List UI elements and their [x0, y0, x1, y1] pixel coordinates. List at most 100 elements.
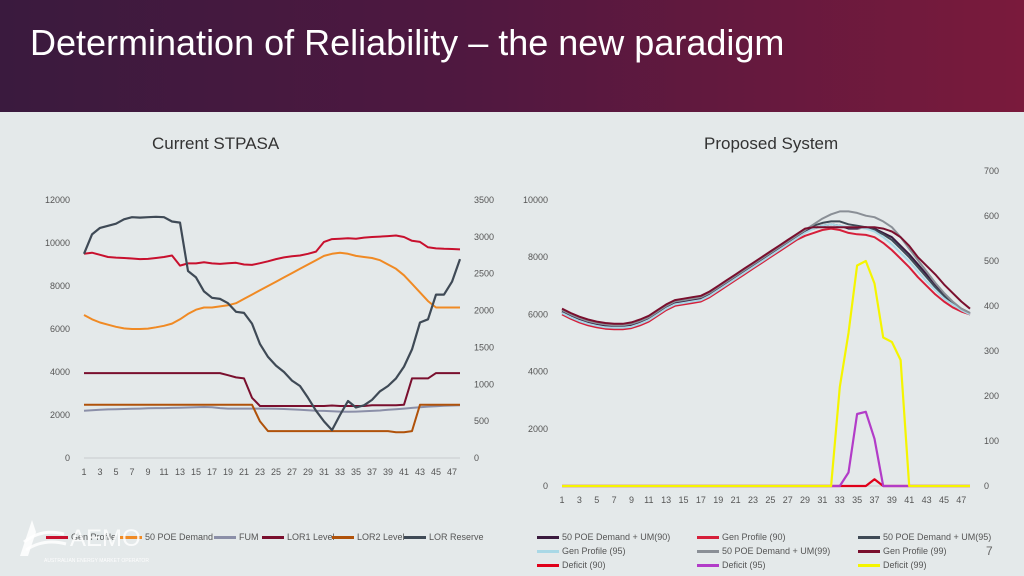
x-tick-label: 33 [335, 467, 345, 477]
legend-item: Gen Profile (90) [697, 532, 786, 542]
x-tick-label: 7 [612, 495, 617, 505]
y-left-tick-label: 4000 [528, 367, 548, 377]
y-right-tick-label: 600 [984, 211, 999, 221]
legend-item: LOR1 Level [262, 532, 335, 542]
x-tick-label: 33 [835, 495, 845, 505]
legend-item: 50 POE Demand + UM(99) [697, 546, 830, 556]
y-right-tick-label: 3500 [474, 195, 494, 205]
legend-swatch [537, 535, 559, 539]
x-tick-label: 21 [731, 495, 741, 505]
x-tick-label: 11 [159, 467, 168, 477]
legend-item: Gen Profile (95) [537, 546, 626, 556]
y-left-tick-label: 6000 [50, 324, 70, 334]
x-tick-label: 19 [223, 467, 233, 477]
x-tick-label: 1 [559, 495, 564, 505]
right-chart-title: Proposed System [704, 134, 839, 153]
x-tick-label: 45 [939, 495, 949, 505]
y-left-tick-label: 2000 [50, 410, 70, 420]
legend-swatch [858, 563, 880, 567]
series-line-lor1-level [84, 372, 460, 407]
left-chart: 0200040006000800010000120000500100015002… [45, 195, 494, 477]
legend-swatch [537, 549, 559, 553]
y-right-tick-label: 1500 [474, 342, 494, 352]
legend-item: LOR2 Level [332, 532, 405, 542]
y-left-tick-label: 0 [543, 481, 548, 491]
y-left-tick-label: 10000 [523, 195, 548, 205]
y-left-tick-label: 6000 [528, 309, 548, 319]
legend-swatch [332, 535, 354, 539]
y-right-tick-label: 300 [984, 346, 999, 356]
x-tick-label: 41 [904, 495, 914, 505]
y-right-tick-label: 200 [984, 391, 999, 401]
legend-label: Gen Profile (95) [562, 546, 626, 556]
series-line-lor-reserve [82, 215, 462, 432]
legend-label: LOR1 Level [287, 532, 335, 542]
x-tick-label: 43 [415, 467, 425, 477]
logo-text: AEMO [70, 525, 141, 552]
legend-swatch [697, 563, 719, 567]
legend-swatch [404, 535, 426, 539]
legend-item: FUM [214, 532, 259, 542]
legend-label: Gen Profile (99) [883, 546, 947, 556]
x-tick-label: 15 [679, 495, 689, 505]
x-tick-label: 47 [956, 495, 966, 505]
legend-label: 50 POE Demand + UM(99) [722, 546, 831, 556]
x-tick-label: 43 [922, 495, 932, 505]
legend-label: LOR2 Level [357, 532, 405, 542]
legend-swatch [537, 563, 559, 567]
x-tick-label: 39 [383, 467, 393, 477]
legend-swatch [858, 549, 880, 553]
y-left-tick-label: 2000 [528, 424, 548, 434]
x-tick-label: 25 [271, 467, 281, 477]
legend-item: Gen Profile (99) [858, 546, 947, 556]
x-tick-label: 17 [207, 467, 217, 477]
legend-item: 50 POE Demand + UM(90) [537, 532, 670, 542]
x-tick-label: 29 [303, 467, 313, 477]
x-tick-label: 35 [351, 467, 361, 477]
y-right-tick-label: 2000 [474, 306, 494, 316]
y-left-tick-label: 8000 [50, 281, 70, 291]
x-tick-label: 31 [817, 495, 827, 505]
x-tick-label: 41 [399, 467, 409, 477]
left-chart-title: Current STPASA [152, 134, 280, 153]
series-line-50-poe-demand-um-99- [561, 210, 971, 327]
legend-item: 50 POE Demand [120, 532, 213, 542]
legend-label: Deficit (90) [562, 560, 606, 570]
y-left-tick-label: 4000 [50, 367, 70, 377]
y-left-tick-label: 12000 [45, 195, 70, 205]
logo-subtext: AUSTRALIAN ENERGY MARKET OPERATOR [44, 558, 149, 564]
series-line-deficit-99- [562, 259, 970, 488]
x-tick-label: 47 [447, 467, 457, 477]
title-banner: Determination of Reliability – the new p… [0, 0, 1024, 112]
series-line-gen-profile-90- [561, 227, 971, 331]
legend-label: Deficit (99) [883, 560, 927, 570]
x-tick-label: 31 [319, 467, 329, 477]
x-tick-label: 45 [431, 467, 441, 477]
legend-swatch [214, 535, 236, 539]
y-right-tick-label: 700 [984, 166, 999, 176]
legend-label: Deficit (95) [722, 560, 766, 570]
series-line-gen-profile-95- [561, 223, 971, 329]
legend-label: Gen Profile (90) [722, 532, 786, 542]
page-number: 7 [986, 544, 993, 558]
x-tick-label: 37 [870, 495, 880, 505]
x-tick-label: 9 [629, 495, 634, 505]
x-tick-label: 27 [783, 495, 793, 505]
y-left-tick-label: 8000 [528, 252, 548, 262]
y-right-tick-label: 3000 [474, 232, 494, 242]
legend-swatch [46, 535, 68, 539]
aemo-logo: AEMO AUSTRALIAN ENERGY MARKET OPERATOR [20, 520, 149, 564]
x-tick-label: 23 [255, 467, 265, 477]
y-right-tick-label: 1000 [474, 379, 494, 389]
x-tick-label: 15 [191, 467, 201, 477]
x-tick-label: 3 [97, 467, 102, 477]
legend-item: Gen Profile [46, 532, 116, 542]
x-tick-label: 27 [287, 467, 297, 477]
x-tick-label: 1 [81, 467, 86, 477]
x-tick-label: 5 [594, 495, 599, 505]
legend-swatch [697, 535, 719, 539]
legend-item: 50 POE Demand + UM(95) [858, 532, 991, 542]
x-tick-label: 13 [661, 495, 671, 505]
legend-label: 50 POE Demand [145, 532, 214, 542]
legend-label: Gen Profile [71, 532, 117, 542]
